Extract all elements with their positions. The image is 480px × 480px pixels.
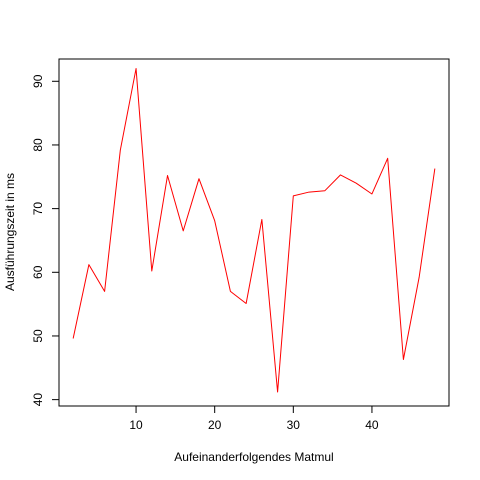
x-axis-title: Aufeinanderfolgendes Matmul xyxy=(174,450,333,464)
y-tick-label: 40 xyxy=(31,393,45,407)
y-tick-label: 90 xyxy=(31,74,45,88)
y-axis: 40 50 60 70 80 90 xyxy=(31,74,60,407)
y-tick-label: 50 xyxy=(31,329,45,343)
plot-box xyxy=(58,58,450,407)
x-tick-label: 20 xyxy=(208,418,222,432)
y-axis-title: Ausführungszeit in ms xyxy=(3,173,17,291)
x-tick-label: 30 xyxy=(287,418,301,432)
x-tick-label: 40 xyxy=(365,418,379,432)
series-line xyxy=(72,68,436,393)
y-tick-label: 60 xyxy=(31,265,45,279)
x-axis: 10 20 30 40 xyxy=(129,405,379,432)
y-tick-label: 70 xyxy=(31,202,45,216)
series-layer xyxy=(72,68,436,393)
x-tick-label: 10 xyxy=(129,418,143,432)
y-tick-label: 80 xyxy=(31,138,45,152)
